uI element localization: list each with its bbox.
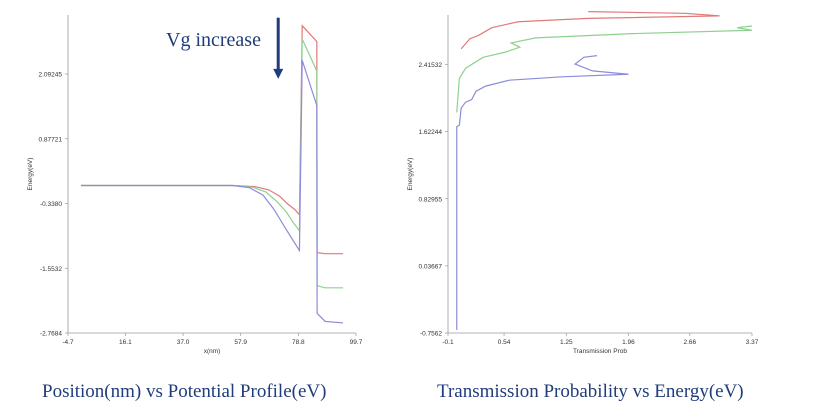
vg-increase-annotation: Vg increase — [166, 29, 261, 51]
transmission-y-tick-label: 1.62244 — [419, 129, 443, 136]
transmission-series-blue-line — [456, 55, 629, 330]
transmission-y-tick-label: 0.82955 — [419, 196, 443, 203]
potential-x-tick-label: 37.0 — [177, 339, 190, 346]
potential-x-axis-label: x(nm) — [204, 348, 221, 355]
right-caption: Transmission Probability vs Energy(eV) — [437, 381, 744, 402]
potential-y-tick-label: -2.7684 — [40, 331, 62, 338]
left-caption: Position(nm) vs Potential Profile(eV) — [42, 381, 327, 402]
transmission-x-tick-label: 1.96 — [622, 339, 635, 346]
potential-x-tick-label: 16.1 — [119, 339, 132, 346]
potential-y-tick-label: -1.5532 — [40, 266, 62, 273]
transmission-x-tick-label: 2.66 — [683, 339, 696, 346]
potential-y-axis-label: Energy(eV) — [27, 158, 34, 191]
potential-x-tick-label: 57.9 — [234, 339, 247, 346]
transmission-y-tick-label: -0.7562 — [420, 331, 442, 338]
potential-y-tick-label: 0.87721 — [39, 136, 63, 143]
potential-x-tick-label: -4.7 — [62, 339, 74, 346]
potential-profile-chart: -4.7 16.1 37.0 57.9 78.8 99.7 2.09245 0.87721 -0… — [0, 0, 400, 370]
potential-y-tick-label: 2.09245 — [39, 72, 63, 79]
potential-series-blue-line — [80, 60, 344, 324]
transmission-x-tick-label: 3.37 — [746, 339, 759, 346]
transmission-chart-svg: -0.1 0.54 1.25 1.96 2.66 3.37 2.41532 1.62244 0.… — [407, 11, 759, 355]
potential-series-red-line — [80, 24, 344, 255]
potential-x-tick-label: 99.7 — [350, 339, 363, 346]
potential-chart-svg: -4.7 16.1 37.0 57.9 78.8 99.7 2.09245 0.87721 -0… — [27, 15, 363, 355]
transmission-y-tick-label: 0.03667 — [419, 263, 443, 270]
potential-y-tick-label: -0.3380 — [40, 201, 62, 208]
transmission-x-axis-label: Transmission Prob — [573, 348, 627, 355]
transmission-y-tick-label: 2.41532 — [419, 62, 443, 69]
transmission-chart: -0.1 0.54 1.25 1.96 2.66 3.37 2.41532 1.62244 0.… — [405, 0, 820, 370]
transmission-x-tick-label: 1.25 — [560, 339, 573, 346]
transmission-y-axis-label: Energy(eV) — [407, 158, 414, 191]
transmission-x-tick-label: -0.1 — [442, 339, 454, 346]
transmission-series-green-line — [456, 25, 753, 113]
vg-increase-arrow-head — [273, 68, 284, 79]
transmission-series-red-line — [460, 11, 720, 50]
potential-series-green-line — [80, 38, 344, 289]
transmission-x-tick-label: 0.54 — [498, 339, 511, 346]
potential-x-tick-label: 78.8 — [292, 339, 305, 346]
